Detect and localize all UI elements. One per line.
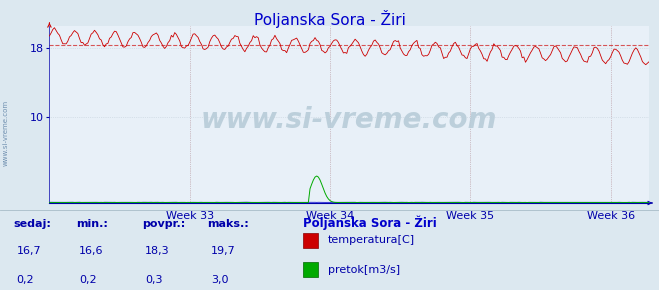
Text: 18,3: 18,3 (145, 246, 169, 256)
Text: 3,0: 3,0 (211, 276, 229, 285)
Bar (303, 262, 318, 277)
Bar (303, 233, 318, 248)
Text: min.:: min.: (76, 219, 107, 229)
Text: Poljanska Sora - Žiri: Poljanska Sora - Žiri (303, 215, 437, 230)
Text: 0,2: 0,2 (79, 276, 97, 285)
Text: povpr.:: povpr.: (142, 219, 185, 229)
Text: www.si-vreme.com: www.si-vreme.com (2, 100, 9, 166)
Text: sedaj:: sedaj: (13, 219, 51, 229)
Text: 0,2: 0,2 (16, 276, 34, 285)
Text: maks.:: maks.: (208, 219, 249, 229)
Text: 16,6: 16,6 (79, 246, 103, 256)
Text: temperatura[C]: temperatura[C] (328, 235, 415, 245)
Text: 16,7: 16,7 (16, 246, 41, 256)
Text: pretok[m3/s]: pretok[m3/s] (328, 265, 399, 275)
Text: 19,7: 19,7 (211, 246, 236, 256)
Text: Poljanska Sora - Žiri: Poljanska Sora - Žiri (254, 10, 405, 28)
Text: www.si-vreme.com: www.si-vreme.com (201, 106, 498, 134)
Text: 0,3: 0,3 (145, 276, 163, 285)
